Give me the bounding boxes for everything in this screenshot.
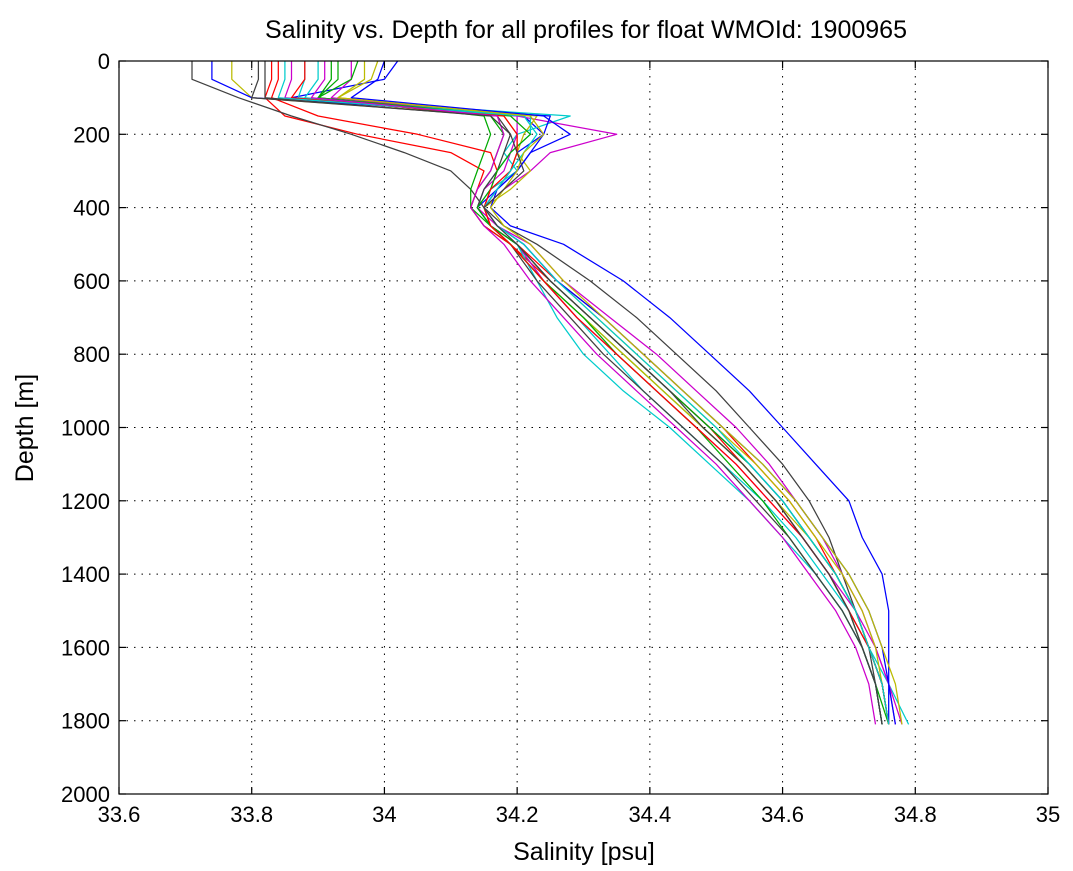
profile-line [191,61,883,725]
y-tick-label: 200 [73,122,110,147]
y-tick-label: 600 [73,269,110,294]
axes: 33.6 33.8 34 34.2 34.4 34.6 34.8 35 0 200 400 600 80… [61,49,1060,827]
y-tick-label: 2000 [61,782,110,807]
x-tick-label: 35 [1036,802,1060,827]
x-tick-label: 34.8 [894,802,937,827]
profile-lines [191,60,910,725]
y-tick-label: 1800 [61,709,110,734]
x-tick-label: 34.6 [761,802,804,827]
profile-line [264,61,883,725]
y-tick-label: 1600 [61,635,110,660]
chart-title: Salinity vs. Depth for all profiles for … [265,16,907,44]
x-tick-label: 33.6 [98,802,141,827]
profile-line [211,61,890,725]
x-tick-label: 34.4 [628,802,671,827]
x-axis-label: Salinity [psu] [513,838,655,866]
profile-line [277,61,890,725]
profile-line [310,61,877,725]
x-tick-label: 33.8 [230,802,273,827]
profile-line [337,61,903,725]
x-tick-label: 34.2 [496,802,539,827]
y-tick-label: 1000 [61,416,110,441]
y-tick-label: 400 [73,196,110,221]
y-tick-label: 800 [73,342,110,367]
y-tick-label: 1200 [61,489,110,514]
y-axis-label: Depth [m] [11,374,39,482]
profile-line [251,61,883,725]
y-tick-label: 0 [98,49,110,74]
y-tick-label: 1400 [61,562,110,587]
x-tick-label: 34 [372,802,396,827]
